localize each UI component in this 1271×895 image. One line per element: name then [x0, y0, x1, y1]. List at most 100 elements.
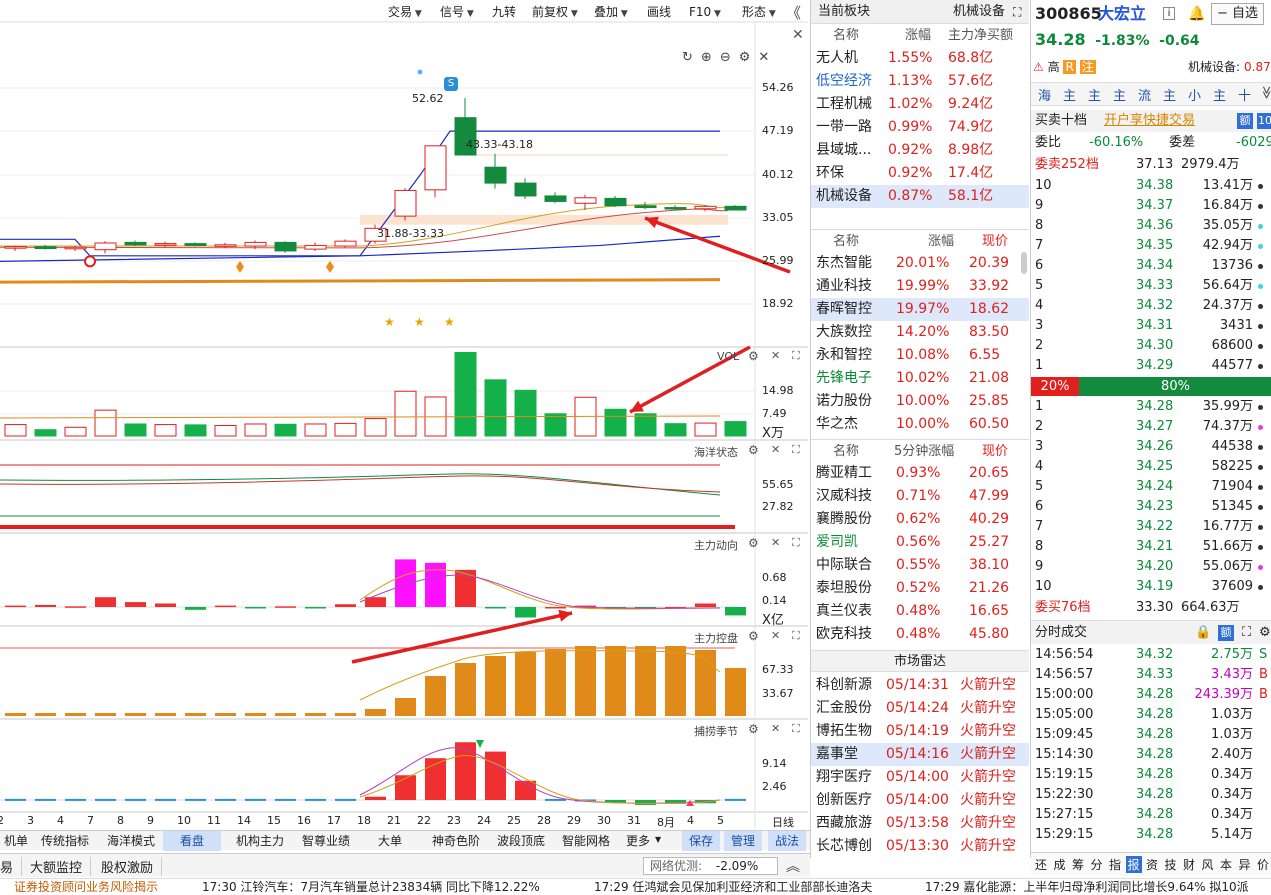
fivemin-row[interactable]: 中际联合 0.55% 38.10 — [811, 554, 1029, 577]
more-dropdown-icon[interactable]: ▼ — [655, 835, 662, 844]
bottom-action-button[interactable]: 管理 — [724, 831, 762, 851]
orderbook-row[interactable]: 7 34.22 16.77万 — [1031, 517, 1271, 537]
gain-row[interactable]: 先锋电子 10.02% 21.08 — [811, 367, 1029, 390]
quick-tab[interactable]: 十 — [1238, 89, 1252, 104]
panel-settings-icon[interactable]: ⚙ — [748, 629, 759, 643]
sector-row[interactable]: 无人机 1.55% 68.8亿 — [811, 47, 1029, 70]
panel-close-icon[interactable]: ✕ — [771, 629, 781, 642]
refresh-icon[interactable]: ↻ — [682, 50, 701, 65]
panel-maximize-icon[interactable]: ⛶ — [792, 443, 800, 456]
settings-icon[interactable]: ⚙ — [738, 50, 759, 65]
toolbar-button[interactable]: 交易 ▼ — [388, 2, 422, 22]
orderbook-row[interactable]: 4 34.32 24.37万 — [1031, 296, 1271, 316]
right-bottom-tab[interactable]: 筹 — [1071, 858, 1084, 872]
panel-settings-icon[interactable]: ⚙ — [748, 536, 759, 550]
radar-row[interactable]: 博拓生物 05/14:19 火箭升空 — [811, 720, 1029, 743]
indicator-tab[interactable]: 智能网格 — [562, 834, 611, 848]
sector-row[interactable]: 机械设备 0.87% 58.1亿 — [811, 185, 1029, 208]
sector-row[interactable]: 低空经济 1.13% 57.6亿 — [811, 70, 1029, 93]
orderbook-row[interactable]: 7 34.35 42.94万 — [1031, 236, 1271, 256]
bottom-row2-item[interactable]: 易 — [0, 857, 23, 876]
ticker-item[interactable]: 17:29 任鸿斌会见保加利亚经济和工业部部长迪洛夫 — [594, 880, 873, 894]
quick-tab[interactable]: 主 — [1213, 89, 1227, 104]
right-bottom-tab[interactable]: 分 — [1090, 858, 1103, 872]
bottom-action-button[interactable]: 战法 — [768, 831, 806, 851]
indicator-tab[interactable]: 机构主力 — [236, 834, 285, 848]
ticker-item[interactable]: 17:30 江铃汽车：7月汽车销量总计23834辆 同比下降12.22% — [202, 880, 540, 894]
right-bottom-tab[interactable]: 指 — [1108, 858, 1121, 872]
orderbook-row[interactable]: 1 34.29 44577 — [1031, 356, 1271, 376]
gain-row[interactable]: 东杰智能 20.01% 20.39 — [811, 252, 1029, 275]
fivemin-row[interactable]: 泰坦股份 0.52% 21.26 — [811, 577, 1029, 600]
lock-icon[interactable]: 🔒 — [1195, 625, 1212, 640]
right-bottom-tab[interactable]: 资 — [1145, 858, 1158, 872]
sector-row[interactable]: 县域城... 0.92% 8.98亿 — [811, 139, 1029, 162]
quick-tab[interactable]: 小 — [1188, 89, 1202, 104]
gain-row[interactable]: 大族数控 14.20% 83.50 — [811, 321, 1029, 344]
sector-row[interactable]: 一带一路 0.99% 74.9亿 — [811, 116, 1029, 139]
indicator-tab[interactable]: 智尊业绩 — [302, 834, 351, 848]
toolbar-button[interactable]: 前复权 ▼ — [532, 2, 578, 22]
orderbook-row[interactable]: 10 34.38 13.41万 — [1031, 176, 1271, 196]
indicator-tab[interactable]: 神奇色阶 — [432, 834, 481, 848]
toolbar-button[interactable]: 画线 — [647, 2, 671, 22]
panel-maximize-icon[interactable]: ⛶ — [792, 349, 800, 362]
right-bottom-tab[interactable]: 报 — [1125, 856, 1142, 873]
quick-tab[interactable]: 主 — [1088, 89, 1102, 104]
close-panel-icon[interactable]: ✕ — [758, 50, 778, 65]
right-bottom-tab[interactable]: 价 — [1256, 858, 1269, 872]
panel-settings-icon[interactable]: ⚙ — [748, 349, 759, 363]
info-icon[interactable]: i — [1163, 7, 1175, 20]
right-bottom-tab[interactable]: 异 — [1238, 858, 1251, 872]
orderbook-row[interactable]: 8 34.36 35.05万 — [1031, 216, 1271, 236]
toolbar-button[interactable]: 九转 — [492, 2, 516, 22]
expand-icon[interactable]: ⛶ — [1242, 625, 1252, 640]
radar-row[interactable]: 西藏旅游 05/13:58 火箭升空 — [811, 812, 1029, 835]
kline-chart-area[interactable]: 交易 ▼ 信号 ▼ 九转 前复权 ▼ 叠加 ▼ 画线 F10 ▼ 形态 ▼ 《 ✕ ↻⊕⊖⚙✕… — [0, 0, 810, 853]
collapse-icon[interactable]: 《 — [786, 4, 802, 22]
right-bottom-tab[interactable]: 成 — [1053, 858, 1066, 872]
amount-icon[interactable]: 额 — [1237, 113, 1253, 129]
orderbook-row[interactable]: 2 34.27 74.37万 — [1031, 417, 1271, 437]
orderbook-row[interactable]: 5 34.24 71904 — [1031, 477, 1271, 497]
gain-row[interactable]: 华之杰 10.00% 60.50 — [811, 413, 1029, 436]
right-bottom-tab[interactable]: 本 — [1219, 858, 1232, 872]
fivemin-row[interactable]: 腾亚精工 0.93% 20.65 — [811, 462, 1029, 485]
fullscreen-icon[interactable]: ⛶ — [1013, 5, 1022, 19]
open-account-link[interactable]: 开户享快捷交易 — [1104, 113, 1196, 128]
toolbar-button[interactable]: 形态 ▼ — [742, 2, 776, 22]
quick-tab[interactable]: 主 — [1163, 89, 1177, 104]
sector-row[interactable]: 环保 0.92% 17.4亿 — [811, 162, 1029, 185]
panel-maximize-icon[interactable]: ⛶ — [792, 629, 800, 642]
expand-icon[interactable]: ︽ — [786, 859, 800, 875]
indicator-tab[interactable]: 海洋模式 — [107, 834, 156, 848]
radar-row[interactable]: 创新医疗 05/14:00 火箭升空 — [811, 789, 1029, 812]
orderbook-row[interactable]: 1 34.28 35.99万 — [1031, 397, 1271, 417]
ten-icon[interactable]: 10 — [1257, 113, 1271, 129]
panel-settings-icon[interactable]: ⚙ — [748, 443, 759, 457]
toolbar-button[interactable]: 叠加 ▼ — [594, 2, 628, 22]
close-icon[interactable]: ✕ — [792, 27, 804, 43]
orderbook-row[interactable]: 3 34.26 44538 — [1031, 437, 1271, 457]
panel-maximize-icon[interactable]: ⛶ — [792, 536, 800, 549]
right-bottom-tab[interactable]: 风 — [1201, 858, 1214, 872]
self-select-button[interactable]: − 自选 — [1211, 3, 1265, 25]
gain-row[interactable]: 永和智控 10.08% 6.55 — [811, 344, 1029, 367]
bottom-action-button[interactable]: 保存 — [682, 831, 720, 851]
orderbook-row[interactable]: 6 34.34 13736 — [1031, 256, 1271, 276]
mid-scrollbar[interactable] — [1021, 252, 1027, 274]
warning-icon[interactable]: ⚠ — [1033, 60, 1044, 74]
orderbook-row[interactable]: 2 34.30 68600 — [1031, 336, 1271, 356]
zoom-in-icon[interactable]: ⊕ — [700, 50, 720, 65]
panel-close-icon[interactable]: ✕ — [771, 536, 781, 549]
amount-icon[interactable]: 额 — [1218, 625, 1234, 641]
fivemin-row[interactable]: 真兰仪表 0.48% 16.65 — [811, 600, 1029, 623]
tag-note[interactable]: 注 — [1079, 60, 1096, 74]
orderbook-row[interactable]: 8 34.21 51.66万 — [1031, 537, 1271, 557]
quick-tab[interactable]: 流 — [1138, 89, 1152, 104]
gain-row[interactable]: 诺力股份 10.00% 25.85 — [811, 390, 1029, 413]
orderbook-row[interactable]: 10 34.19 37609 — [1031, 577, 1271, 597]
ticker-item[interactable]: 17:29 嘉化能源：上半年归母净利润同比增长9.64% 拟10派 — [925, 880, 1249, 894]
orderbook-row[interactable]: 9 34.37 16.84万 — [1031, 196, 1271, 216]
indicator-tab[interactable]: 更多 — [626, 834, 651, 848]
